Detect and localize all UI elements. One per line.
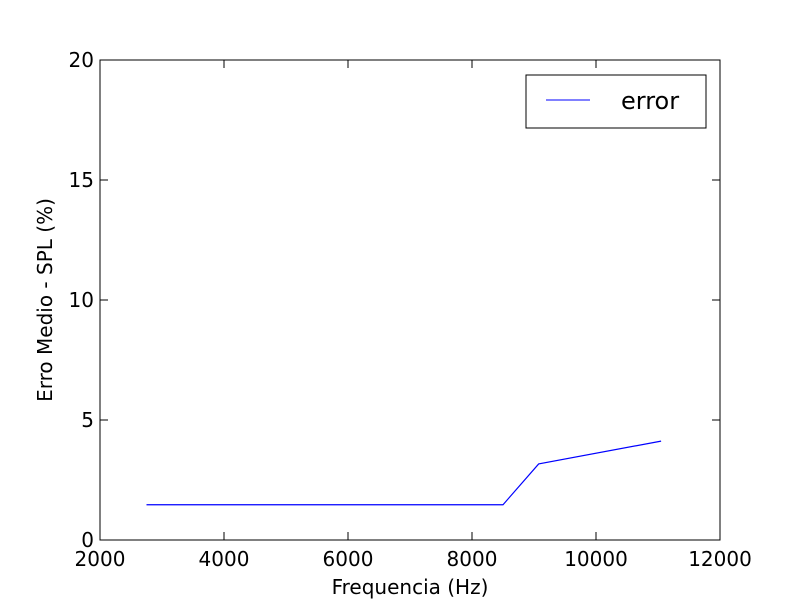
x-tick-label: 12000	[688, 547, 752, 571]
y-tick-label: 5	[81, 408, 94, 432]
legend-label-error: error	[621, 87, 679, 115]
x-axis-label: Frequencia (Hz)	[332, 575, 489, 599]
x-tick-label: 6000	[323, 547, 374, 571]
series-line-error	[146, 440, 662, 506]
x-tick-label: 4000	[199, 547, 250, 571]
x-tick-label: 2000	[75, 547, 126, 571]
legend-box	[525, 74, 707, 129]
series-layer	[146, 440, 662, 506]
y-tick-label: 10	[69, 288, 94, 312]
x-axis-ticks: 2000 4000 6000 8000 10000 12000	[75, 60, 752, 571]
x-tick-label: 10000	[564, 547, 628, 571]
x-tick-label: 8000	[447, 547, 498, 571]
y-tick-label: 0	[81, 528, 94, 552]
y-axis-ticks: 0 5 10 15 20	[69, 48, 720, 552]
y-tick-label: 20	[69, 48, 94, 72]
legend: error	[525, 74, 707, 129]
y-axis-label: Erro Medio - SPL (%)	[33, 198, 57, 402]
plot-frame	[99, 59, 721, 541]
y-tick-label: 15	[69, 168, 94, 192]
